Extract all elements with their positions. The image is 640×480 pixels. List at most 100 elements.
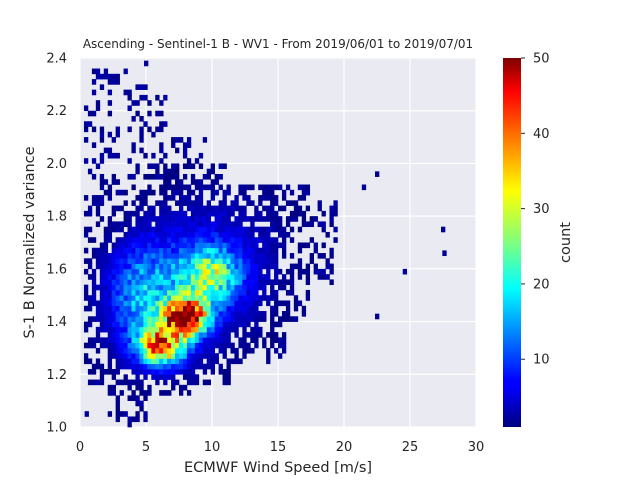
heatmap-cell [159, 311, 164, 317]
heatmap-cell [254, 332, 259, 338]
heatmap-cell [274, 184, 279, 191]
heatmap-cell [226, 242, 231, 249]
heatmap-cell [111, 152, 116, 159]
heatmap-cell [274, 274, 279, 280]
heatmap-cell [147, 247, 152, 254]
heatmap-cell [222, 379, 227, 386]
heatmap-cell [179, 189, 184, 196]
heatmap-cell [230, 221, 235, 228]
heatmap-cell [218, 263, 223, 270]
heatmap-cell [167, 247, 172, 254]
heatmap-cell [107, 184, 113, 191]
heatmap-cell [222, 353, 227, 359]
heatmap-cell [226, 326, 231, 333]
heatmap-cell [123, 68, 128, 75]
heatmap-cell [99, 258, 105, 264]
heatmap-cell [115, 311, 120, 317]
heatmap-cell [234, 231, 239, 238]
heatmap-cell [194, 258, 200, 264]
heatmap-cell [151, 268, 156, 275]
heatmap-cell [254, 268, 259, 275]
heatmap-cell [278, 337, 283, 344]
heatmap-cell [238, 237, 243, 243]
heatmap-cell [333, 210, 338, 217]
heatmap-cell [250, 253, 255, 259]
heatmap-cell [230, 268, 235, 275]
heatmap-cell [115, 395, 120, 401]
heatmap-cell [103, 253, 109, 259]
heatmap-cell [210, 332, 215, 338]
heatmap-cell [190, 189, 196, 196]
heatmap-cell [175, 305, 180, 312]
heatmap-cell [325, 274, 330, 280]
heatmap-cell [95, 263, 101, 270]
heatmap-cell [163, 347, 168, 354]
heatmap-cell [143, 347, 148, 354]
heatmap-cell [182, 231, 188, 238]
heatmap-cell [179, 184, 184, 191]
heatmap-cell [103, 326, 109, 333]
heatmap-cell [258, 284, 263, 291]
heatmap-cell [182, 305, 188, 312]
heatmap-cell [111, 326, 116, 333]
heatmap-cell [274, 279, 279, 286]
heatmap-cell [321, 210, 326, 217]
heatmap-cell [163, 289, 168, 296]
heatmap-cell [87, 342, 93, 349]
heatmap-cell [186, 326, 192, 333]
heatmap-cell [131, 305, 136, 312]
heatmap-cell [285, 200, 291, 206]
heatmap-cell [190, 274, 196, 280]
heatmap-cell [250, 216, 255, 222]
heatmap-cell [91, 253, 97, 259]
heatmap-cell [186, 295, 192, 301]
heatmap-cell [309, 237, 314, 243]
heatmap-cell [143, 300, 148, 307]
heatmap-cell [214, 221, 219, 228]
heatmap-cell [179, 221, 184, 228]
heatmap-cell [155, 369, 160, 375]
heatmap-cell [270, 295, 275, 301]
heatmap-cell [285, 221, 291, 228]
heatmap-cell [218, 289, 223, 296]
heatmap-cell [131, 268, 136, 275]
heatmap-cell [147, 189, 152, 196]
heatmap-cell [242, 189, 247, 196]
heatmap-cell [171, 210, 176, 217]
heatmap-cell [91, 316, 97, 322]
heatmap-cell [167, 311, 172, 317]
heatmap-cell [159, 274, 164, 280]
heatmap-cell [226, 279, 231, 286]
heatmap-cell [143, 321, 148, 328]
heatmap-cell [274, 311, 279, 317]
heatmap-cell [258, 316, 263, 322]
heatmap-cell [258, 210, 263, 217]
heatmap-cell [155, 363, 160, 370]
heatmap-cell [111, 274, 116, 280]
heatmap-cell [151, 210, 156, 217]
heatmap-cell [91, 369, 97, 375]
heatmap-cell [87, 305, 93, 312]
heatmap-cell [159, 158, 164, 164]
heatmap-cell [175, 369, 180, 375]
heatmap-cell [234, 221, 239, 228]
heatmap-cell [250, 184, 255, 191]
heatmap-cell [186, 300, 192, 307]
heatmap-cell [214, 226, 219, 233]
heatmap-cell [135, 400, 140, 407]
heatmap-cell [222, 374, 227, 380]
heatmap-cell [242, 268, 247, 275]
heatmap-cell [99, 126, 105, 133]
heatmap-cell [159, 231, 164, 238]
heatmap-cell [167, 195, 172, 201]
heatmap-cell [182, 221, 188, 228]
heatmap-cell [246, 311, 251, 317]
heatmap-cell [274, 337, 279, 344]
heatmap-cell [285, 316, 291, 322]
heatmap-cell [123, 295, 128, 301]
heatmap-cell [202, 210, 208, 217]
heatmap-cell [210, 321, 215, 328]
heatmap-cell [210, 237, 215, 243]
heatmap-cell [135, 168, 140, 175]
heatmap-cell [182, 216, 188, 222]
